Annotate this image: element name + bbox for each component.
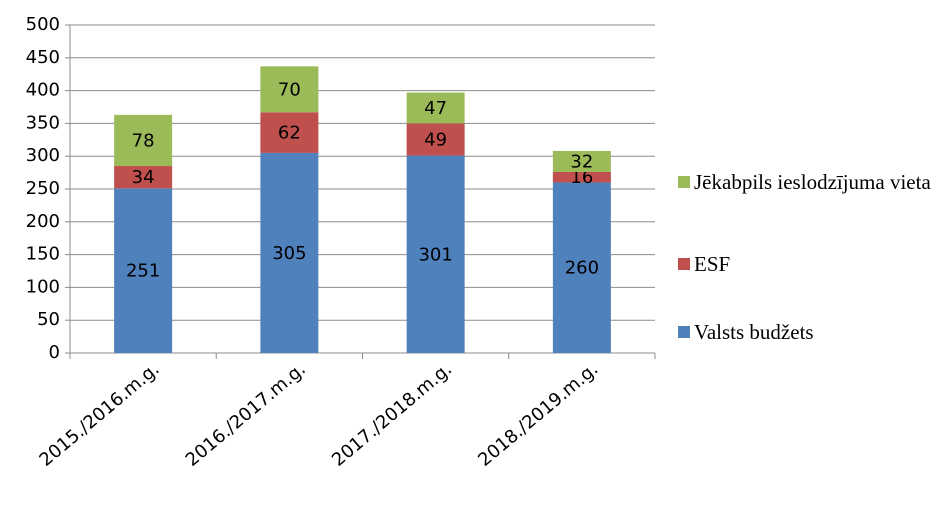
bar-segment bbox=[114, 166, 173, 189]
data-label: 260 bbox=[565, 258, 599, 279]
bar-segment bbox=[552, 150, 611, 172]
x-tick-label: 2015./2016.m.g. bbox=[36, 359, 164, 471]
bar-segment bbox=[260, 112, 319, 153]
y-tick-label: 100 bbox=[26, 276, 60, 297]
data-label: 78 bbox=[132, 130, 155, 151]
bar-segment bbox=[552, 171, 611, 183]
data-label: 301 bbox=[418, 244, 452, 265]
data-label: 251 bbox=[126, 261, 160, 282]
legend-swatch bbox=[678, 176, 690, 188]
y-tick-label: 350 bbox=[26, 112, 60, 133]
data-label: 47 bbox=[424, 98, 447, 119]
y-tick-label: 250 bbox=[26, 178, 60, 199]
bar-segment bbox=[406, 155, 465, 353]
data-label: 70 bbox=[278, 79, 301, 100]
data-label: 49 bbox=[424, 129, 447, 150]
legend-label: Valsts budžets bbox=[694, 320, 814, 344]
data-label: 62 bbox=[278, 123, 301, 144]
x-tick-label: 2018./2019.m.g. bbox=[474, 359, 602, 471]
y-tick-label: 150 bbox=[26, 244, 60, 265]
legend-item: Jēkabpils ieslodzījuma vieta bbox=[678, 168, 940, 196]
data-label: 305 bbox=[272, 243, 306, 264]
bar-segment bbox=[406, 123, 465, 156]
legend-item: Valsts budžets bbox=[678, 318, 940, 346]
bar-segment bbox=[260, 152, 319, 353]
y-tick-label: 450 bbox=[26, 47, 60, 68]
y-tick-label: 300 bbox=[26, 145, 60, 166]
bar-segment bbox=[552, 182, 611, 353]
y-tick-label: 500 bbox=[26, 14, 60, 35]
data-label: 16 bbox=[570, 167, 593, 188]
bar-segment bbox=[114, 188, 173, 353]
legend-swatch bbox=[678, 258, 690, 270]
bar-segment bbox=[114, 114, 173, 167]
y-tick-label: 200 bbox=[26, 211, 60, 232]
y-tick-label: 50 bbox=[37, 309, 60, 330]
legend-swatch bbox=[678, 326, 690, 338]
bar-segment bbox=[260, 66, 319, 113]
legend-label: ESF bbox=[694, 252, 731, 276]
data-label: 32 bbox=[570, 151, 593, 172]
bar-segment bbox=[406, 92, 465, 124]
y-tick-label: 0 bbox=[49, 342, 60, 363]
x-tick-label: 2017./2018.m.g. bbox=[328, 359, 456, 471]
y-tick-label: 400 bbox=[26, 80, 60, 101]
legend-label: Jēkabpils ieslodzījuma vieta bbox=[694, 170, 931, 194]
legend-item: ESF bbox=[678, 250, 940, 278]
x-tick-label: 2016./2017.m.g. bbox=[182, 359, 310, 471]
data-label: 34 bbox=[132, 167, 155, 188]
